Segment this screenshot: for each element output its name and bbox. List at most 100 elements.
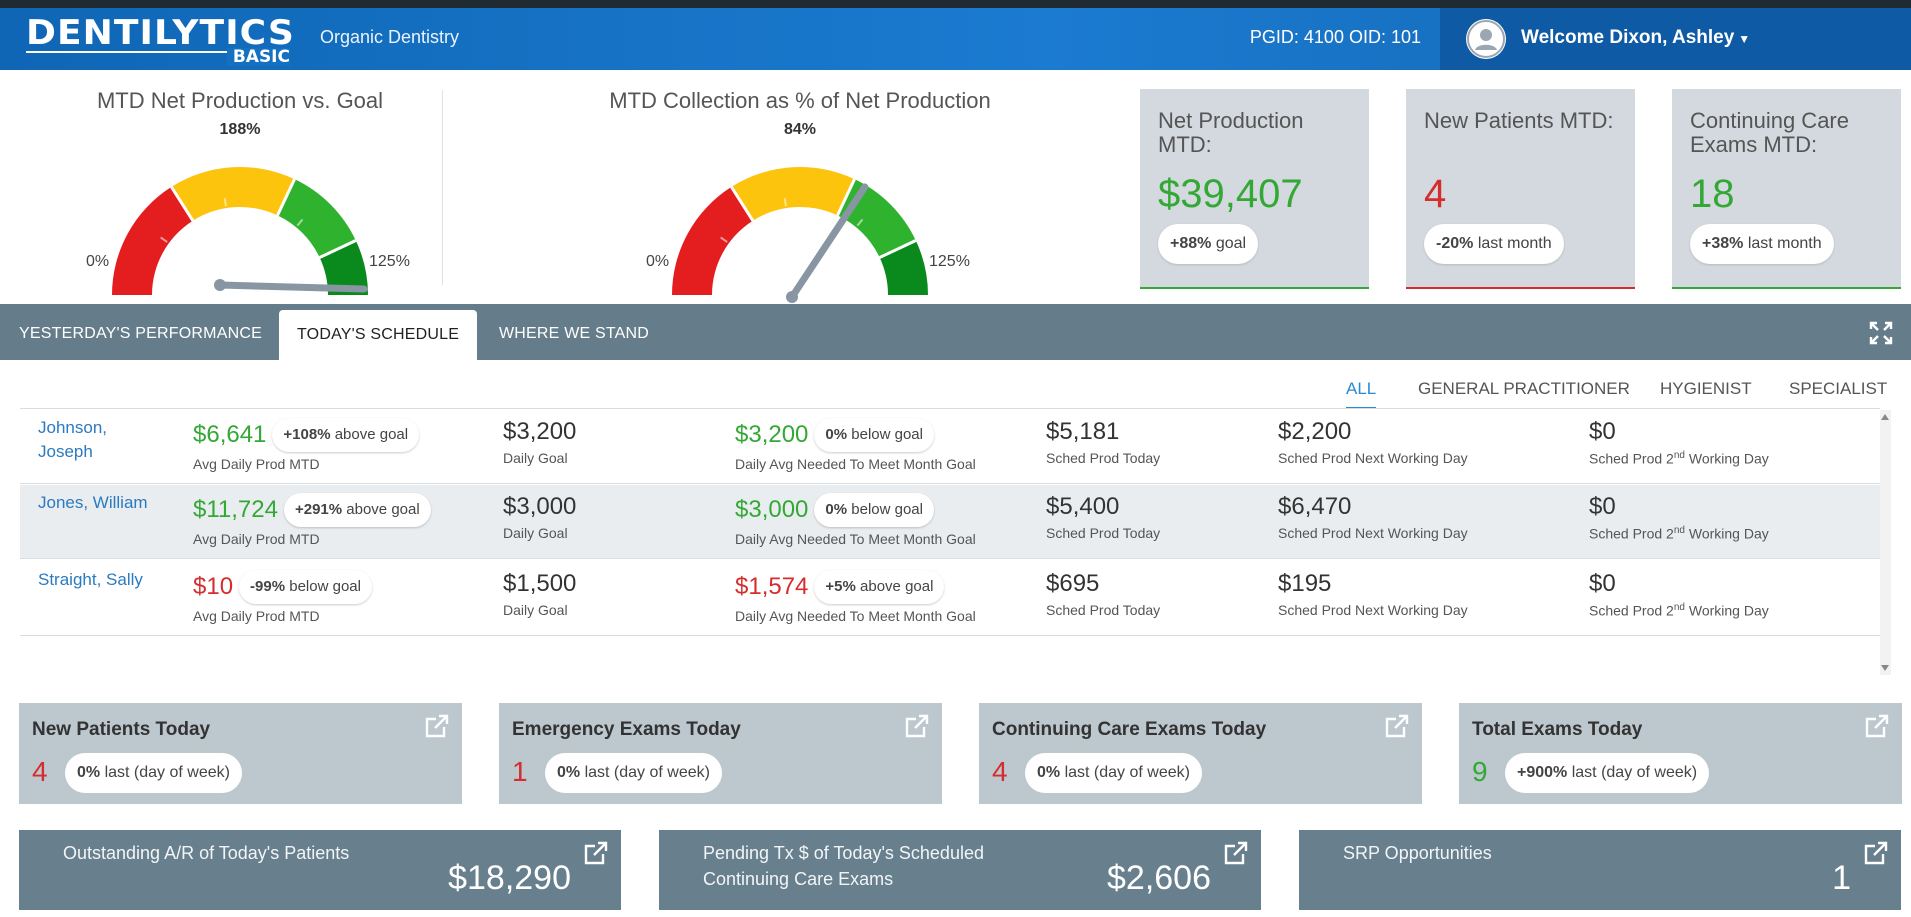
sched-next-value: $195 — [1278, 570, 1332, 597]
gauge-band — [171, 167, 295, 221]
sched-2nd-value: $0 — [1589, 493, 1616, 520]
external-link-icon[interactable] — [1863, 840, 1889, 866]
daily-goal-value: $1,500 — [503, 570, 577, 597]
gauge-band — [672, 186, 753, 295]
stat-value: 4 — [992, 756, 1008, 787]
table-row: Johnson, Joseph $6,641 +108% above goal A… — [20, 410, 1880, 484]
gauge-tick — [296, 218, 304, 227]
cell-label: Sched Prod Next Working Day — [1278, 525, 1468, 541]
provider-name-link[interactable]: Straight, Sally — [38, 570, 143, 589]
external-link-icon[interactable] — [424, 713, 450, 739]
kpi-net-production[interactable]: Net Production MTD: $39,407 +88% goal — [1140, 89, 1369, 289]
app-header: DENTILYTICS BASIC Organic Dentistry PGID… — [0, 8, 1911, 70]
gauge-min-label: 0% — [86, 253, 110, 270]
scroll-up-icon[interactable] — [1881, 414, 1889, 420]
avg-daily-cell: $11,724 +291% above goal Avg Daily Prod M… — [193, 493, 431, 547]
sched-today-cell: $5,181 Sched Prod Today — [1046, 418, 1160, 466]
gauge-title: MTD Collection as % of Net Production — [609, 88, 991, 113]
provider-name-link[interactable]: Johnson, Joseph — [38, 418, 107, 461]
bigstat-title: Pending Tx $ of Today's Scheduled Contin… — [703, 843, 984, 889]
goal-badge: +291% above goal — [283, 493, 431, 527]
practice-name[interactable]: Organic Dentistry — [320, 27, 460, 47]
daily-goal-cell: $1,500 Daily Goal — [503, 570, 576, 618]
subtab-hygienist[interactable]: HYGIENIST — [1660, 379, 1752, 398]
table-row: Jones, William $11,724 +291% above goal A… — [20, 485, 1880, 559]
sched-next-cell: $195 Sched Prod Next Working Day — [1278, 570, 1468, 618]
stat-emergency-exams-today[interactable]: Emergency Exams Today 1 0% last (day of … — [499, 703, 942, 804]
external-link-icon[interactable] — [904, 713, 930, 739]
cell-label: Daily Avg Needed To Meet Month Goal — [735, 456, 976, 472]
gauge-title: MTD Net Production vs. Goal — [96, 88, 384, 113]
stat-badge: 0% last (day of week) — [1025, 753, 1202, 793]
external-link-icon[interactable] — [1384, 713, 1410, 739]
srp-opportunities-card[interactable]: SRP Opportunities 1 — [1299, 830, 1901, 910]
logo-rule — [26, 51, 290, 53]
gauge-separator — [878, 239, 917, 259]
table-row: Straight, Sally $10 -99% below goal Avg D… — [20, 562, 1880, 636]
cell-label: Sched Prod 2nd Working Day — [1589, 602, 1769, 619]
gauge-hub — [214, 279, 226, 291]
external-link-icon[interactable] — [1223, 840, 1249, 866]
sched-next-value: $2,200 — [1278, 418, 1352, 445]
cell-label: Sched Prod Today — [1046, 602, 1161, 618]
bigstat-value: $18,290 — [448, 859, 571, 897]
expand-icon[interactable] — [1869, 321, 1893, 345]
subtab-general-practitioner[interactable]: GENERAL PRACTITIONER — [1418, 379, 1630, 398]
cell-label: Daily Goal — [503, 525, 568, 541]
stat-continuing-care-today[interactable]: Continuing Care Exams Today 4 0% last (d… — [979, 703, 1422, 804]
external-link-icon[interactable] — [583, 840, 609, 866]
daily-goal-cell: $3,000 Daily Goal — [503, 493, 576, 541]
stat-value: 9 — [1472, 756, 1488, 787]
bigstat-value: $2,606 — [1107, 859, 1211, 897]
bigstat-value: 1 — [1832, 859, 1851, 897]
outstanding-ar-card[interactable]: Outstanding A/R of Today's Patients $18,… — [19, 830, 621, 910]
scroll-down-icon[interactable] — [1881, 665, 1889, 671]
gauge-dial — [112, 167, 368, 295]
kpi-badge: +38% last month — [1690, 224, 1834, 264]
gauge-max-label: 125% — [369, 253, 410, 270]
sched-today-value: $5,181 — [1046, 418, 1120, 445]
kpi-value: $39,407 — [1158, 172, 1303, 216]
stat-value: 4 — [32, 756, 48, 787]
user-menu[interactable]: Welcome Dixon, Ashley ▼ — [1440, 8, 1911, 70]
gauge-max-label: 125% — [929, 253, 970, 270]
tab-todays-schedule[interactable]: TODAY'S SCHEDULE — [279, 310, 478, 366]
table-scrollbar[interactable] — [1880, 410, 1891, 675]
tab-bar: YESTERDAY'S PERFORMANCE TODAY'S SCHEDULE… — [0, 304, 1911, 366]
tab-where-we-stand[interactable]: WHERE WE STAND — [499, 325, 650, 342]
gauge-net-production: MTD Net Production vs. Goal 188% 0% 125% — [0, 70, 480, 304]
sched-today-value: $5,400 — [1046, 493, 1120, 520]
goal-badge: -99% below goal — [239, 570, 372, 604]
cell-label: Sched Prod Next Working Day — [1278, 450, 1468, 466]
stat-value: 1 — [512, 756, 528, 787]
avg-daily-value: $11,724 — [193, 496, 278, 523]
stat-badge: 0% last (day of week) — [65, 753, 242, 793]
needed-value: $3,200 — [735, 421, 809, 448]
sched-next-cell: $2,200 Sched Prod Next Working Day — [1278, 418, 1468, 466]
provider-name-link[interactable]: Jones, William — [38, 493, 148, 512]
subtab-specialist[interactable]: SPECIALIST — [1789, 379, 1888, 398]
welcome-label[interactable]: Welcome Dixon, Ashley ▼ — [1521, 27, 1751, 48]
kpi-value: 18 — [1690, 172, 1735, 216]
gauge-band — [731, 167, 855, 221]
stat-new-patients-today[interactable]: New Patients Today 4 0% last (day of wee… — [19, 703, 462, 804]
cell-label: Sched Prod Today — [1046, 450, 1161, 466]
bigstat-title: Outstanding A/R of Today's Patients — [63, 843, 350, 863]
kpi-continuing-care[interactable]: Continuing Care Exams MTD: 18 +38% last … — [1672, 89, 1901, 289]
stat-total-exams-today[interactable]: Total Exams Today 9 +900% last (day of w… — [1459, 703, 1902, 804]
external-link-icon[interactable] — [1864, 713, 1890, 739]
gauge-separator — [318, 239, 357, 259]
kpi-badge: +88% goal — [1158, 224, 1259, 264]
tab-yesterdays-performance[interactable]: YESTERDAY'S PERFORMANCE — [19, 325, 262, 342]
logo-text: DENTILYTICS — [26, 13, 295, 53]
subtab-all[interactable]: ALL — [1346, 379, 1377, 409]
gauge-dial — [672, 167, 928, 303]
kpi-badge: -20% last month — [1424, 224, 1564, 264]
kpi-title: New Patients MTD: — [1424, 108, 1614, 133]
pending-tx-card[interactable]: Pending Tx $ of Today's Scheduled Contin… — [659, 830, 1261, 910]
kpi-new-patients[interactable]: New Patients MTD: 4 -20% last month — [1406, 89, 1635, 289]
sched-2nd-value: $0 — [1589, 418, 1616, 445]
cell-label: Daily Avg Needed To Meet Month Goal — [735, 531, 976, 547]
logo[interactable]: DENTILYTICS BASIC — [26, 16, 294, 66]
needed-value: $1,574 — [735, 573, 809, 600]
